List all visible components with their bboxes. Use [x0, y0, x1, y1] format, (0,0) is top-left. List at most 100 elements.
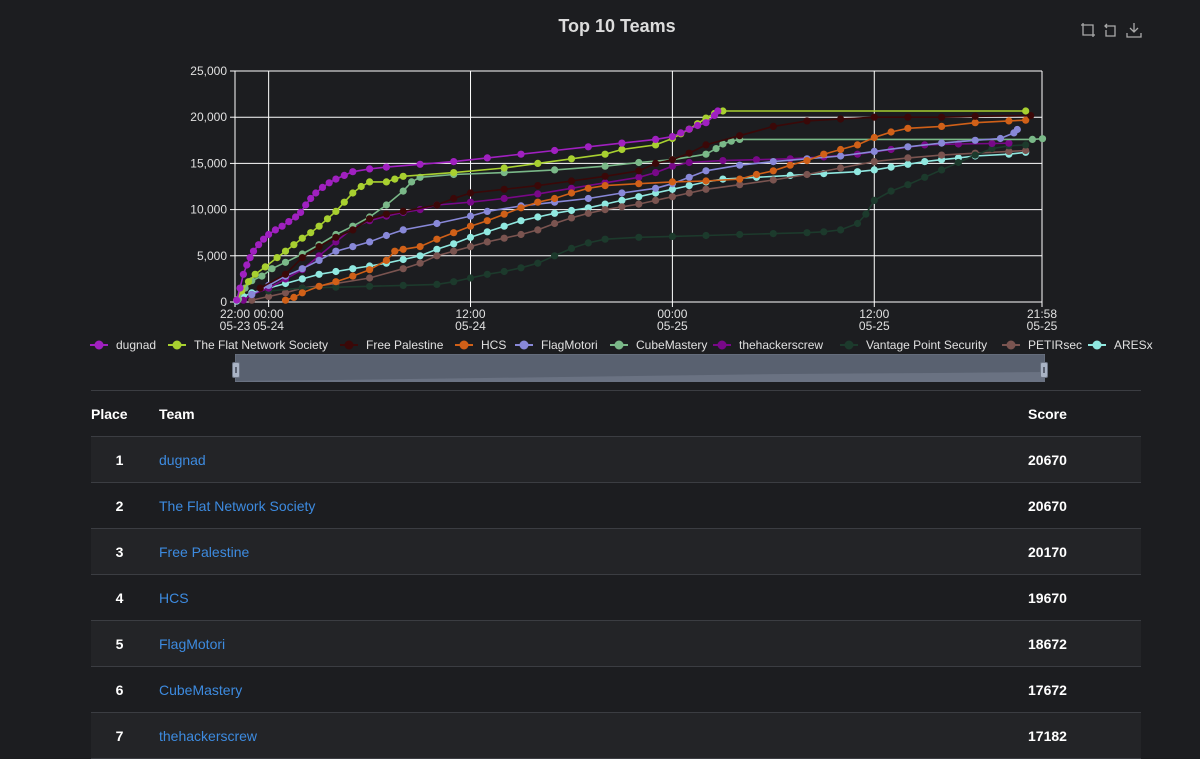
data-point[interactable]	[752, 156, 761, 164]
data-point[interactable]	[248, 291, 256, 299]
data-point[interactable]	[349, 265, 357, 273]
data-point[interactable]	[1022, 107, 1030, 115]
data-point[interactable]	[904, 143, 912, 151]
data-point[interactable]	[483, 238, 491, 246]
data-point[interactable]	[635, 167, 643, 175]
data-point[interactable]	[652, 141, 660, 149]
datazoom-slider[interactable]	[232, 354, 1048, 382]
data-point[interactable]	[249, 247, 258, 255]
data-point[interactable]	[416, 243, 424, 251]
data-point[interactable]	[870, 158, 878, 166]
data-point[interactable]	[904, 113, 912, 121]
data-point[interactable]	[534, 198, 542, 206]
data-point[interactable]	[298, 289, 306, 297]
data-point[interactable]	[466, 189, 475, 197]
data-point[interactable]	[450, 194, 458, 203]
data-point[interactable]	[285, 218, 293, 226]
data-point[interactable]	[786, 161, 794, 169]
data-point[interactable]	[517, 204, 525, 212]
data-point[interactable]	[239, 270, 247, 278]
data-point[interactable]	[366, 165, 374, 173]
data-point[interactable]	[483, 217, 491, 225]
data-point[interactable]	[786, 155, 794, 163]
data-point[interactable]	[399, 265, 407, 273]
save-image-icon[interactable]	[1126, 22, 1142, 38]
data-point[interactable]	[584, 143, 592, 151]
data-point[interactable]	[736, 181, 744, 189]
data-point[interactable]	[719, 107, 727, 115]
data-point[interactable]	[887, 163, 895, 171]
data-point[interactable]	[719, 175, 727, 183]
data-point[interactable]	[887, 187, 895, 195]
data-point[interactable]	[887, 128, 895, 136]
data-point[interactable]	[803, 170, 811, 179]
data-point[interactable]	[312, 189, 320, 197]
data-point[interactable]	[769, 122, 777, 130]
data-point[interactable]	[904, 154, 912, 162]
data-point[interactable]	[727, 137, 735, 145]
data-point[interactable]	[1022, 141, 1030, 149]
data-point[interactable]	[736, 175, 744, 183]
data-point[interactable]	[271, 226, 279, 234]
data-point[interactable]	[349, 189, 357, 197]
data-point[interactable]	[332, 207, 340, 215]
data-point[interactable]	[246, 254, 254, 262]
data-point[interactable]	[399, 172, 407, 180]
legend-item[interactable]: The Flat Network Society	[168, 338, 328, 352]
data-point[interactable]	[399, 226, 407, 234]
data-point[interactable]	[332, 247, 340, 255]
data-point[interactable]	[382, 231, 390, 240]
data-point[interactable]	[668, 133, 677, 141]
data-point[interactable]	[1027, 112, 1035, 120]
data-point[interactable]	[652, 196, 660, 204]
data-point[interactable]	[862, 210, 870, 218]
datazoom-handle-left[interactable]	[232, 362, 240, 378]
data-point[interactable]	[517, 230, 525, 239]
data-point[interactable]	[450, 240, 458, 248]
data-point[interactable]	[517, 217, 525, 225]
data-point[interactable]	[382, 201, 390, 209]
data-point[interactable]	[712, 145, 720, 153]
data-point[interactable]	[652, 159, 660, 167]
data-point[interactable]	[567, 214, 576, 222]
data-point[interactable]	[769, 176, 777, 184]
data-point[interactable]	[399, 281, 407, 289]
data-point[interactable]	[273, 254, 281, 262]
legend-item[interactable]: ARESx	[1088, 338, 1153, 352]
data-point[interactable]	[702, 185, 710, 193]
data-point[interactable]	[601, 206, 609, 214]
data-point[interactable]	[292, 213, 300, 221]
data-point[interactable]	[466, 212, 475, 220]
data-point[interactable]	[938, 139, 946, 147]
data-point[interactable]	[618, 145, 626, 154]
data-point[interactable]	[853, 168, 862, 176]
data-point[interactable]	[652, 135, 660, 143]
data-point[interactable]	[551, 209, 559, 217]
legend-item[interactable]: CubeMastery	[610, 338, 707, 352]
data-point[interactable]	[736, 132, 744, 140]
data-point[interactable]	[971, 136, 979, 144]
data-point[interactable]	[500, 267, 508, 276]
data-point[interactable]	[236, 284, 244, 292]
data-point[interactable]	[714, 107, 722, 115]
data-point[interactable]	[483, 154, 491, 162]
data-point[interactable]	[433, 280, 441, 288]
zoom-reset-icon[interactable]	[1103, 22, 1119, 38]
data-point[interactable]	[307, 229, 315, 237]
data-point[interactable]	[382, 163, 390, 171]
data-point[interactable]	[736, 230, 744, 239]
data-point[interactable]	[307, 194, 315, 203]
data-point[interactable]	[244, 278, 253, 286]
data-point[interactable]	[635, 193, 643, 201]
data-point[interactable]	[290, 241, 298, 249]
team-link[interactable]: dugnad	[159, 451, 206, 468]
data-point[interactable]	[551, 194, 559, 203]
data-point[interactable]	[837, 152, 845, 160]
data-point[interactable]	[416, 259, 424, 267]
data-point[interactable]	[870, 196, 878, 204]
data-point[interactable]	[466, 198, 475, 206]
data-point[interactable]	[323, 215, 332, 223]
data-point[interactable]	[618, 139, 626, 147]
data-point[interactable]	[702, 167, 710, 175]
data-point[interactable]	[870, 133, 878, 142]
